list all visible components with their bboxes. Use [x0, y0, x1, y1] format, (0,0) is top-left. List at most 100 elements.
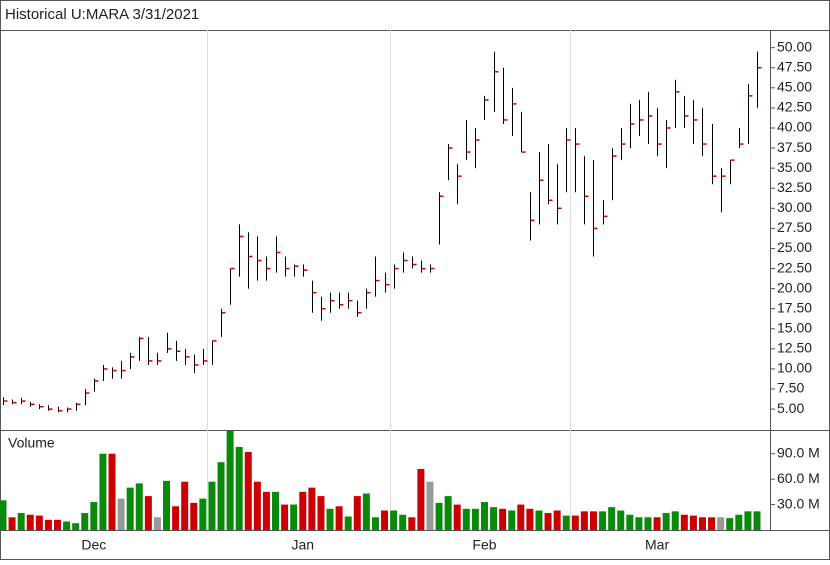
volume-bar — [644, 517, 652, 530]
volume-bar — [144, 496, 152, 530]
volume-bar — [163, 480, 171, 530]
y-tick-label: 90.0 M — [777, 444, 820, 460]
y-tick-label: 22.50 — [777, 259, 812, 275]
volume-bar — [480, 502, 488, 530]
volume-bar — [226, 430, 234, 530]
vertical-grid — [207, 30, 571, 530]
y-tick-label: 45.00 — [777, 79, 812, 95]
volume-bar — [580, 511, 588, 530]
y-tick-label: 12.50 — [777, 340, 812, 356]
volume-bar — [544, 513, 552, 530]
volume-bar — [599, 511, 607, 530]
volume-bar — [317, 496, 325, 530]
y-tick-label: 60.0 M — [777, 470, 820, 486]
volume-bar — [172, 506, 180, 530]
y-tick-label: 30.0 M — [777, 495, 820, 511]
volume-bar — [99, 453, 107, 530]
volume-bar — [235, 446, 243, 530]
volume-bar — [399, 514, 407, 530]
volume-bar — [253, 481, 261, 530]
volume-bar — [408, 517, 416, 530]
volume-bar — [671, 511, 679, 530]
volume-bar — [208, 481, 216, 530]
volume-bar — [471, 508, 479, 530]
volume-bar — [0, 500, 7, 530]
x-tick-label: Mar — [645, 537, 669, 553]
volume-bar — [708, 517, 716, 530]
volume-bar — [635, 517, 643, 530]
y-tick-label: 30.00 — [777, 199, 812, 215]
volume-bar — [535, 510, 543, 530]
volume-bar — [626, 514, 634, 530]
volume-bar — [662, 513, 670, 530]
volume-bar — [190, 502, 198, 530]
volume-bar — [344, 516, 352, 530]
volume-bar — [181, 481, 189, 530]
volume-bar — [63, 521, 71, 530]
volume-bar — [426, 481, 434, 530]
volume-bar — [362, 493, 370, 530]
y-tick-label: 47.50 — [777, 58, 812, 74]
volume-bar — [617, 510, 625, 530]
volume-bar — [753, 511, 761, 530]
volume-bar — [126, 487, 134, 530]
volume-bar — [90, 502, 98, 530]
volume-bar — [262, 491, 270, 530]
volume-bar — [680, 514, 688, 530]
volume-bar — [199, 498, 207, 530]
volume-bar — [417, 468, 425, 530]
volume-bar — [717, 517, 725, 530]
volume-bar — [381, 510, 389, 530]
volume-bar — [390, 510, 398, 530]
volume-bar — [153, 517, 161, 530]
y-tick-label: 32.50 — [777, 179, 812, 195]
volume-bar — [517, 504, 525, 530]
y-tick-label: 50.00 — [777, 38, 812, 54]
volume-bar — [244, 452, 252, 530]
chart-title: Historical U:MARA 3/31/2021 — [5, 6, 199, 23]
y-tick-label: 10.00 — [777, 360, 812, 376]
volume-bar — [26, 514, 34, 530]
volume-bar — [72, 523, 80, 530]
x-tick-label: Dec — [81, 537, 106, 553]
volume-bar — [571, 515, 579, 530]
volume-bar — [353, 496, 361, 530]
volume-bar — [726, 518, 734, 530]
volume-bar — [299, 491, 307, 530]
y-tick-label: 35.00 — [777, 159, 812, 175]
volume-bar — [8, 517, 16, 530]
volume-bar — [698, 517, 706, 530]
volume-bar — [117, 498, 125, 530]
y-tick-label: 42.50 — [777, 99, 812, 115]
y-tick-label: 7.50 — [777, 380, 804, 396]
y-tick-label: 27.50 — [777, 219, 812, 235]
panel-title: Volume — [8, 435, 55, 451]
volume-bar — [335, 506, 343, 530]
y-tick-label: 25.00 — [777, 239, 812, 255]
volume-bar — [453, 504, 461, 530]
volume-bar — [490, 507, 498, 530]
volume-bar — [35, 515, 43, 530]
volume-bar — [217, 462, 225, 530]
volume-bar — [462, 508, 470, 530]
volume-bar — [326, 508, 334, 530]
volume-bar — [608, 507, 616, 530]
volume-bar — [135, 483, 143, 530]
volume-bar — [589, 511, 597, 530]
volume-bar — [54, 519, 62, 530]
volume-bar — [735, 514, 743, 530]
volume-bar — [526, 508, 534, 530]
volume-bar — [499, 508, 507, 530]
y-tick-label: 5.00 — [777, 400, 804, 416]
volume-bar — [108, 453, 116, 530]
volume-bar — [81, 513, 89, 530]
volume-bar — [308, 487, 316, 530]
volume-bar — [444, 496, 452, 530]
x-tick-label: Feb — [472, 537, 496, 553]
volume-bar — [281, 504, 289, 530]
volume-bar — [562, 515, 570, 530]
volume-bar — [744, 511, 752, 530]
x-tick-label: Jan — [291, 537, 314, 553]
